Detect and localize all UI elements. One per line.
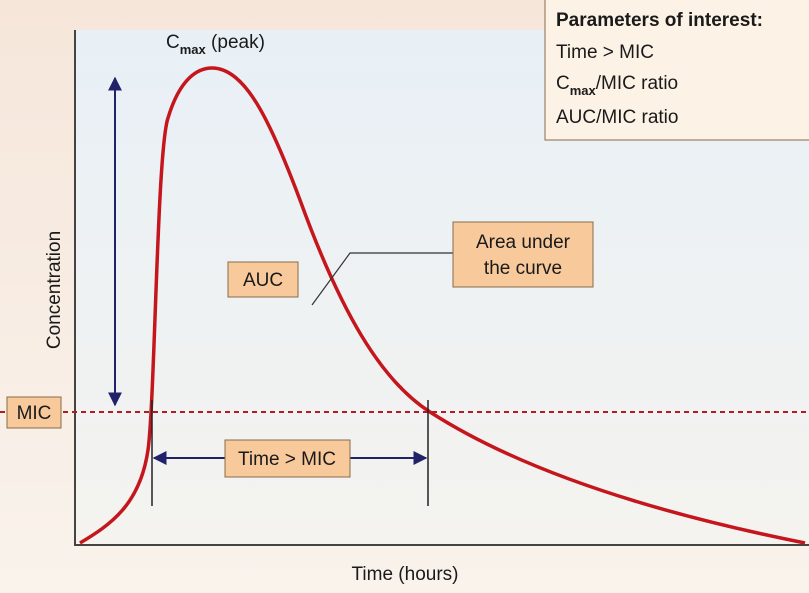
peak-rest: (peak) (206, 32, 265, 53)
item-sub: max (570, 83, 597, 98)
parameters-title: Parameters of interest: (556, 10, 763, 31)
x-axis-label: Time (hours) (352, 564, 459, 585)
peak-base: C (166, 32, 180, 53)
peak-label: Cmax (peak) (166, 32, 265, 57)
parameter-item: Time > MIC (556, 42, 654, 63)
item-rest: /MIC ratio (596, 73, 678, 94)
time-box (224, 439, 351, 478)
parameters-box (544, 0, 809, 141)
auc-box (227, 261, 299, 298)
area-box (452, 221, 594, 288)
mic-label: MIC (17, 403, 52, 424)
mic-box (6, 396, 62, 429)
parameter-item: AUC/MIC ratio (556, 107, 678, 128)
item-text: AUC/MIC ratio (556, 107, 678, 128)
peak-sub: max (180, 42, 207, 57)
area-label: Area under (476, 232, 571, 253)
leader-line (311, 252, 453, 306)
area-label: the curve (484, 258, 562, 279)
concentration-curve (79, 66, 806, 545)
item-text: Time > MIC (556, 42, 654, 63)
auc-label: AUC (243, 270, 283, 291)
item-base: C (556, 73, 570, 94)
y-axis-label: Concentration (44, 231, 65, 349)
parameter-item: Cmax/MIC ratio (556, 73, 678, 98)
time-label: Time > MIC (238, 449, 336, 470)
